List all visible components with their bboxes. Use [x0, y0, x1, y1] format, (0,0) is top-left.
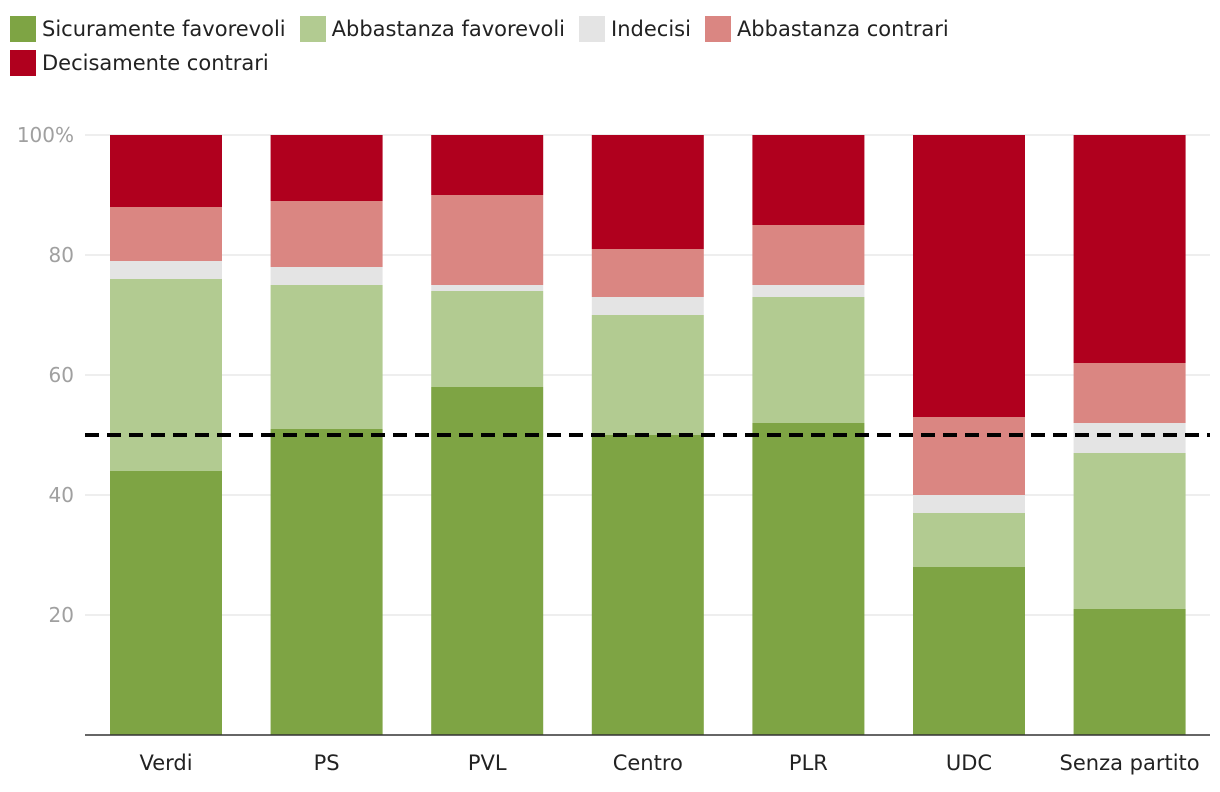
- bar-ps-indecisi: [270, 267, 383, 285]
- bar-centro-abbastanza-favorevoli: [591, 315, 704, 435]
- category-label-ps: PS: [314, 751, 340, 775]
- y-tick-label: 80: [49, 243, 74, 267]
- legend-label: Abbastanza favorevoli: [331, 17, 566, 41]
- bar-centro-decisamente-contrari: [591, 135, 704, 249]
- bar-senza-partito-indecisi: [1073, 423, 1186, 453]
- bar-verdi-decisamente-contrari: [110, 135, 222, 207]
- bar-plr-abbastanza-contrari: [752, 225, 865, 285]
- bar-pvl-sicuramente-favorevoli: [431, 387, 544, 735]
- legend-item-indecisi: Indecisi: [579, 12, 691, 46]
- y-tick-label: 20: [49, 603, 74, 627]
- bar-senza-partito-abbastanza-contrari: [1073, 363, 1186, 423]
- bar-pvl-decisamente-contrari: [431, 135, 544, 195]
- bar-centro-abbastanza-contrari: [591, 249, 704, 297]
- legend: Sicuramente favorevoli Abbastanza favorev…: [10, 12, 1200, 80]
- bar-pvl-indecisi: [431, 285, 544, 291]
- bar-verdi-indecisi: [110, 261, 222, 279]
- bar-pvl-abbastanza-favorevoli: [431, 291, 544, 387]
- bar-plr-abbastanza-favorevoli: [752, 297, 865, 423]
- bar-udc-sicuramente-favorevoli: [913, 567, 1025, 735]
- y-tick-label: 60: [49, 363, 74, 387]
- category-label-verdi: Verdi: [139, 751, 192, 775]
- category-label-plr: PLR: [789, 751, 828, 775]
- bar-ps-abbastanza-contrari: [270, 201, 383, 267]
- y-tick-label: 40: [49, 483, 74, 507]
- legend-item-sicuramente-favorevoli: Sicuramente favorevoli: [10, 12, 286, 46]
- bar-udc-abbastanza-contrari: [913, 417, 1025, 495]
- y-tick-labels: 20 40 60 80 100%: [17, 123, 74, 627]
- legend-item-abbastanza-favorevoli: Abbastanza favorevoli: [299, 12, 566, 46]
- legend-item-abbastanza-contrari: Abbastanza contrari: [704, 12, 949, 46]
- bar-plr-decisamente-contrari: [752, 135, 865, 225]
- legend-swatch: [579, 16, 606, 42]
- legend-swatch: [299, 16, 326, 42]
- bar-centro-indecisi: [591, 297, 704, 315]
- bar-ps-sicuramente-favorevoli: [270, 429, 383, 735]
- legend-item-decisamente-contrari: Decisamente contrari: [10, 46, 269, 80]
- category-label-centro: Centro: [613, 751, 683, 775]
- legend-label: Indecisi: [611, 17, 691, 41]
- bar-ps-abbastanza-favorevoli: [270, 285, 383, 429]
- legend-label: Sicuramente favorevoli: [42, 17, 286, 41]
- legend-swatch: [704, 16, 731, 42]
- y-tick-label: 100%: [17, 123, 74, 147]
- bar-centro-sicuramente-favorevoli: [591, 435, 704, 735]
- legend-label: Abbastanza contrari: [736, 17, 949, 41]
- bar-udc-abbastanza-favorevoli: [913, 513, 1025, 567]
- category-labels: Verdi PS PVL Centro PLR UDC Senza partito: [139, 751, 1199, 775]
- bar-senza-partito-abbastanza-favorevoli: [1073, 453, 1186, 609]
- bar-verdi-abbastanza-favorevoli: [110, 279, 222, 471]
- bar-senza-partito-sicuramente-favorevoli: [1073, 609, 1186, 735]
- legend-swatch: [10, 16, 36, 42]
- category-label-senza-partito: Senza partito: [1060, 751, 1200, 775]
- bar-ps-decisamente-contrari: [270, 135, 383, 201]
- bar-plr-sicuramente-favorevoli: [752, 423, 865, 735]
- legend-label: Decisamente contrari: [42, 51, 269, 75]
- bar-udc-indecisi: [913, 495, 1025, 513]
- bar-plr-indecisi: [752, 285, 865, 297]
- bar-pvl-abbastanza-contrari: [431, 195, 544, 285]
- bar-senza-partito-decisamente-contrari: [1073, 135, 1186, 363]
- legend-swatch: [10, 50, 36, 76]
- category-label-pvl: PVL: [468, 751, 507, 775]
- bar-verdi-sicuramente-favorevoli: [110, 471, 222, 735]
- category-label-udc: UDC: [946, 751, 992, 775]
- bars: [110, 135, 1186, 735]
- bar-verdi-abbastanza-contrari: [110, 207, 222, 261]
- bar-udc-decisamente-contrari: [913, 135, 1025, 417]
